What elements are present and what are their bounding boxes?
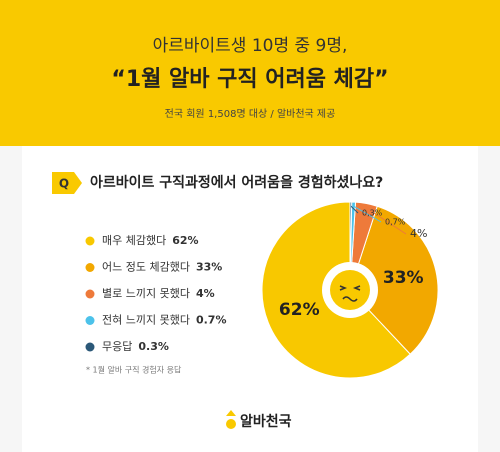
pie-label: 33% bbox=[383, 268, 424, 288]
title: 아르바이트생 10명 중 9명, bbox=[153, 36, 348, 56]
legend-dot bbox=[85, 316, 95, 325]
leader-line bbox=[353, 205, 382, 223]
pie-label: 62% bbox=[279, 300, 320, 320]
legend-entry: 무응답 0.3% bbox=[102, 340, 169, 353]
legend-value: 0.7% bbox=[196, 314, 227, 327]
legend-label: 별로 느끼지 못했다 bbox=[102, 287, 190, 300]
legend-dot bbox=[85, 236, 95, 246]
legend-dot bbox=[85, 289, 95, 299]
legend-value: 33% bbox=[196, 261, 222, 274]
question: 아르바이트 구직과정에서 어려움을 경험하셨나요? bbox=[90, 174, 383, 191]
legend-value: 0.3% bbox=[138, 340, 169, 353]
legend-label: 어느 정도 체감했다 bbox=[102, 261, 190, 274]
legend-dot bbox=[85, 342, 95, 352]
pie-slice bbox=[349, 205, 439, 355]
legend-label: 무응답 bbox=[102, 340, 132, 353]
legend-label: 전혀 느끼지 못했다 bbox=[102, 314, 190, 327]
pie-label: 0,7% bbox=[385, 218, 406, 227]
pie-label: 0,3% bbox=[362, 209, 383, 218]
legend-dot bbox=[85, 263, 95, 272]
legend-entry: 전혀 느끼지 못했다 0.7% bbox=[102, 314, 226, 327]
leader-line bbox=[350, 205, 359, 214]
logo-icon bbox=[226, 410, 236, 416]
legend-label: 매우 체감했다 bbox=[102, 234, 166, 247]
subtitle: “1월 알바 구직 어려움 체감” bbox=[111, 67, 388, 92]
header-band bbox=[0, 0, 500, 146]
pie-label: 4% bbox=[410, 227, 427, 240]
face-mouth bbox=[342, 296, 358, 302]
logo-icon bbox=[226, 419, 236, 429]
legend-entry: 어느 정도 체감했다 33% bbox=[102, 261, 222, 274]
pie-slice bbox=[349, 201, 353, 291]
legend-entry: 별로 느끼지 못했다 4% bbox=[102, 287, 215, 300]
face-eyes bbox=[339, 285, 361, 291]
legend-entry: 매우 체감했다 62% bbox=[102, 234, 199, 247]
logo: 알바천국 bbox=[240, 414, 292, 430]
legend-value: 62% bbox=[172, 234, 198, 247]
face bbox=[330, 270, 370, 310]
legend-value: 4% bbox=[196, 287, 215, 300]
source: 전국 회원 1,508명 대상 / 알바천국 제공 bbox=[165, 108, 336, 120]
leader-line bbox=[365, 207, 407, 235]
footnote: * 1월 알바 구직 경험자 응답 bbox=[86, 365, 182, 375]
question-badge-bg bbox=[52, 172, 82, 194]
question-badge: Q bbox=[59, 177, 69, 191]
